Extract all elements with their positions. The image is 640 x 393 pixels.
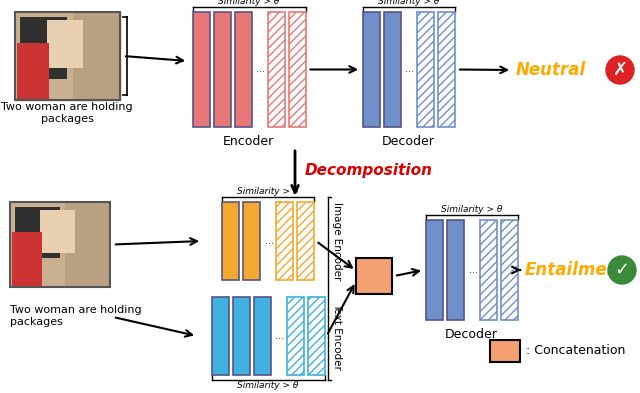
Text: Similarity > θ: Similarity > θ [442, 205, 502, 214]
Bar [307, 297, 324, 375]
Bar [447, 220, 464, 320]
Text: ...: ... [256, 64, 265, 75]
Text: ...: ... [406, 64, 415, 75]
Circle shape [606, 56, 634, 84]
Bar [363, 12, 380, 127]
Bar [193, 12, 209, 127]
Text: Similarity > θ: Similarity > θ [218, 0, 280, 6]
Text: Similarity > θ: Similarity > θ [378, 0, 440, 6]
Bar [417, 12, 434, 127]
Bar [20, 17, 67, 79]
Circle shape [608, 256, 636, 284]
Text: ✗: ✗ [612, 61, 628, 79]
Bar [15, 12, 73, 100]
Bar [480, 220, 497, 320]
Text: ✓: ✓ [614, 261, 630, 279]
Bar [297, 202, 314, 280]
Text: Image Encoder: Image Encoder [333, 202, 342, 280]
Bar [222, 202, 239, 280]
Bar [10, 202, 110, 287]
Text: ...: ... [468, 265, 477, 275]
Bar [15, 12, 120, 100]
Bar [47, 20, 83, 68]
Bar [501, 220, 518, 320]
Text: Decoder: Decoder [381, 135, 435, 148]
Bar [438, 12, 455, 127]
Bar [268, 12, 285, 127]
Bar [214, 12, 230, 127]
Bar [232, 297, 250, 375]
Bar [287, 297, 303, 375]
Bar [211, 297, 228, 375]
Text: Neutral: Neutral [516, 61, 586, 79]
Bar [243, 202, 260, 280]
Bar [65, 202, 110, 287]
Bar [276, 202, 293, 280]
Bar [15, 12, 120, 100]
Bar [356, 258, 392, 294]
Text: Entailment: Entailment [525, 261, 627, 279]
Bar [40, 210, 75, 252]
Text: ...: ... [264, 236, 273, 246]
Text: Decoder: Decoder [445, 328, 497, 341]
Text: : Concatenation: : Concatenation [526, 345, 625, 358]
Bar [234, 12, 252, 127]
Text: Encoder: Encoder [222, 135, 274, 148]
Text: Two woman are holding
packages: Two woman are holding packages [10, 305, 141, 327]
Text: ...: ... [275, 331, 284, 341]
Bar [15, 207, 60, 258]
Text: Similarity > θ: Similarity > θ [237, 381, 299, 390]
Bar [253, 297, 271, 375]
Text: Two woman are holding
packages: Two woman are holding packages [1, 102, 133, 124]
Bar [10, 202, 110, 287]
Text: Decomposition: Decomposition [305, 162, 433, 178]
Bar [384, 12, 401, 127]
Text: Text Encoder: Text Encoder [333, 303, 342, 369]
Bar [289, 12, 305, 127]
Text: Similarity > θ: Similarity > θ [237, 187, 299, 196]
Bar [17, 43, 49, 100]
Bar [490, 340, 520, 362]
Bar [426, 220, 443, 320]
Bar [10, 202, 65, 287]
Bar [73, 12, 120, 100]
Bar [12, 232, 42, 287]
